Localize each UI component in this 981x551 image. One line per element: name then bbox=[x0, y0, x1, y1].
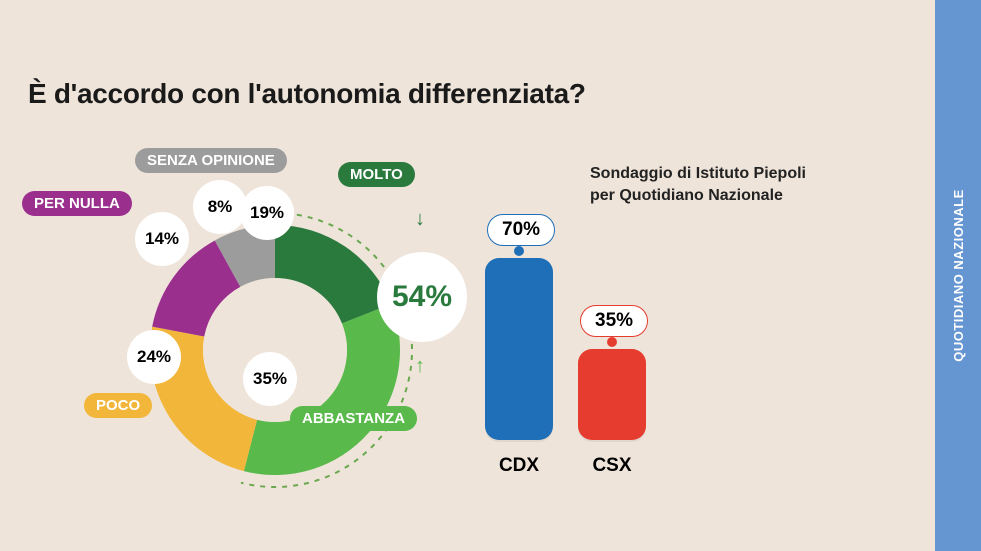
bar-cdx bbox=[485, 258, 553, 440]
main-panel: È d'accordo con l'autonomia differenziat… bbox=[0, 0, 935, 551]
donut-chart: MOLTO ABBASTANZA POCO PER NULLA SENZA OP… bbox=[60, 130, 470, 490]
pct-poco: 24% bbox=[127, 330, 181, 384]
source-line1: Sondaggio di Istituto Piepoli bbox=[590, 165, 806, 182]
pct-abbastanza: 35% bbox=[243, 352, 297, 406]
pill-abbastanza: ABBASTANZA bbox=[290, 406, 417, 431]
pct-senzaop: 8% bbox=[193, 180, 247, 234]
sidebar-brand-text: QUOTIDIANO NAZIONALE bbox=[951, 189, 966, 362]
arrow-down-icon: ↓ bbox=[415, 208, 425, 231]
source-credit: Sondaggio di Istituto Piepoli per Quotid… bbox=[590, 163, 850, 206]
bar-dot-cdx bbox=[514, 246, 524, 256]
bar-label-cdx: CDX bbox=[485, 455, 553, 477]
pill-per-nulla: PER NULLA bbox=[22, 191, 132, 216]
bar-pill-csx: 35% bbox=[580, 305, 648, 337]
combined-percent: 54% bbox=[377, 252, 467, 342]
arrow-up-icon: ↑ bbox=[415, 355, 425, 378]
pill-molto: MOLTO bbox=[338, 162, 415, 187]
pill-poco: POCO bbox=[84, 393, 152, 418]
bar-dot-csx bbox=[607, 337, 617, 347]
bar-label-csx: CSX bbox=[578, 455, 646, 477]
chart-title: È d'accordo con l'autonomia differenziat… bbox=[28, 78, 586, 110]
bar-csx bbox=[578, 349, 646, 440]
source-line2: per Quotidiano Nazionale bbox=[590, 187, 783, 204]
bar-pill-cdx: 70% bbox=[487, 214, 555, 246]
pct-pernulla: 14% bbox=[135, 212, 189, 266]
pct-molto: 19% bbox=[240, 186, 294, 240]
page-root: È d'accordo con l'autonomia differenziat… bbox=[0, 0, 981, 551]
sidebar-brand: QUOTIDIANO NAZIONALE bbox=[935, 0, 981, 551]
pill-senza-opinione: SENZA OPINIONE bbox=[135, 148, 287, 173]
